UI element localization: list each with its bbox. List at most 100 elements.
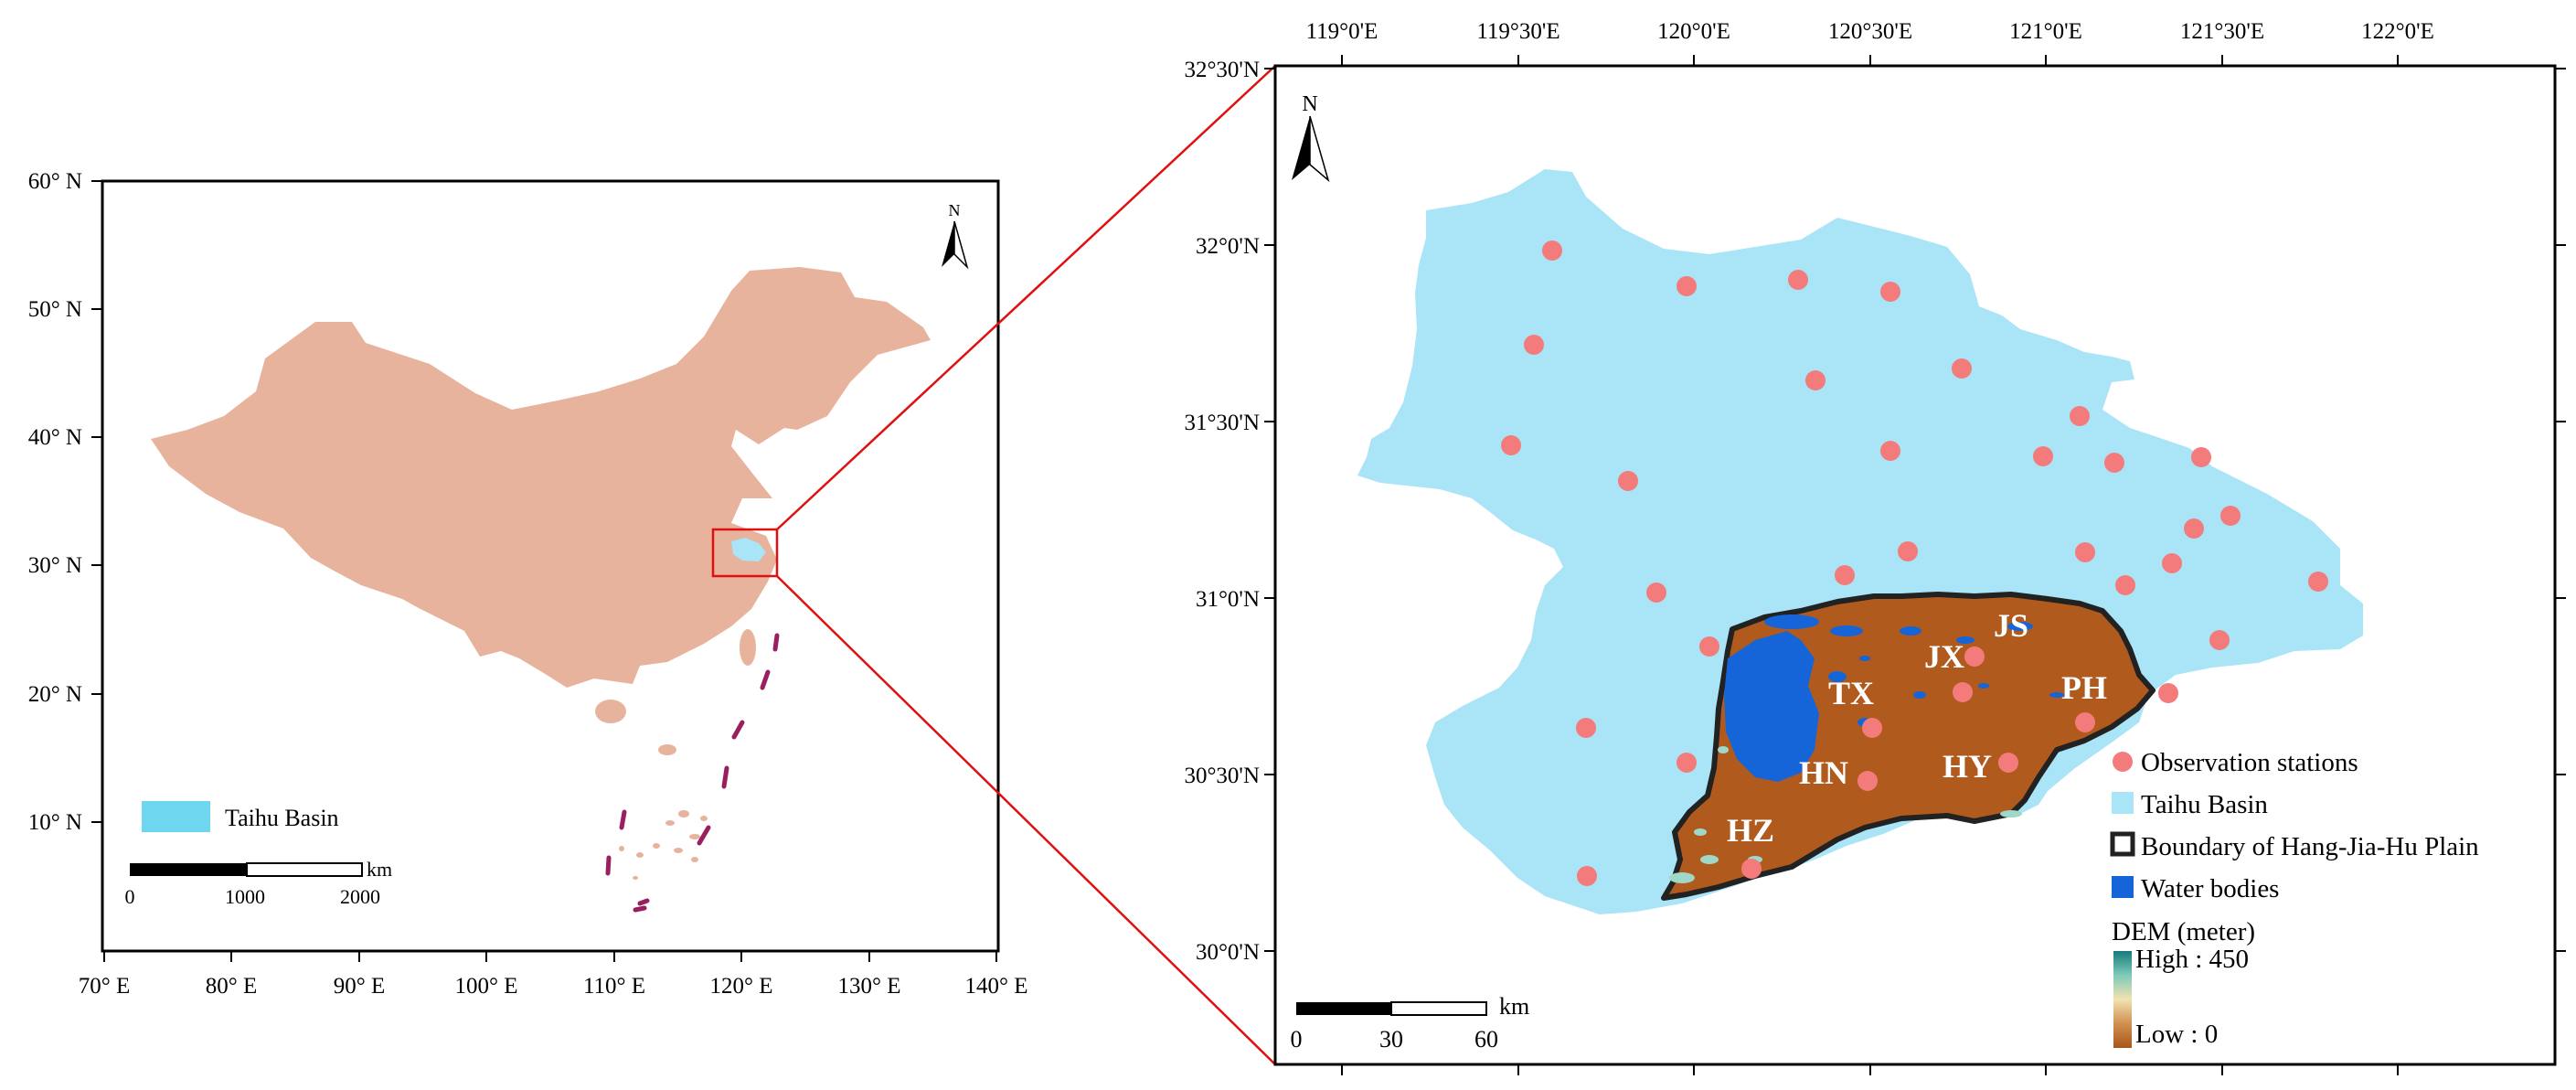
left-lon-axis: 70° E 80° E 90° E 100° E 110° E 120° E 1…	[79, 951, 1028, 999]
station-marker	[1576, 718, 1596, 738]
left-scalebar-label: 1000	[225, 885, 265, 908]
hainan-island	[595, 700, 626, 723]
observation-stations	[1501, 240, 2328, 886]
station-marker	[2070, 406, 2090, 426]
station-marker	[1646, 582, 1666, 603]
station-marker	[2115, 575, 2135, 595]
lon-tick-label: 110° E	[583, 974, 645, 999]
station-marker	[2191, 447, 2211, 467]
china-landmass	[151, 267, 931, 688]
station-marker	[1953, 682, 1973, 702]
station-marker	[1880, 441, 1900, 461]
station-marker	[1677, 753, 1697, 773]
lat-tick-label: 32°0'N	[1196, 234, 1260, 259]
right-lon-axis-bottom	[1341, 1064, 2399, 1075]
right-legend: Observation stations Taihu Basin Boundar…	[2110, 748, 2479, 1049]
station-marker	[1788, 270, 1808, 290]
station-marker	[2104, 453, 2124, 473]
legend-label-basin: Taihu Basin	[2141, 790, 2268, 819]
station-marker	[1998, 753, 2018, 773]
station-marker	[1741, 859, 1762, 879]
right-scalebar-label: 0	[1291, 1026, 1303, 1053]
lon-tick-label: 121°30'E	[2180, 19, 2264, 44]
legend-swatch-taihu	[142, 801, 210, 832]
lat-tick-label: 50° N	[28, 297, 82, 322]
lon-tick-label: 80° E	[206, 974, 258, 999]
region-label-js: JS	[1994, 607, 2028, 644]
station-marker	[1880, 282, 1900, 302]
right-scalebar-unit: km	[1499, 993, 1529, 1020]
station-marker	[1857, 771, 1878, 791]
right-scalebar-label: 30	[1379, 1026, 1403, 1053]
legend-dem-high: High : 450	[2135, 945, 2249, 974]
left-scalebar-unit: km	[367, 858, 392, 881]
station-marker	[1835, 565, 1855, 585]
lon-tick-label: 140° E	[964, 974, 1027, 999]
lon-tick-label: 121°0'E	[2009, 19, 2082, 44]
station-marker	[1524, 335, 1544, 355]
legend-label-boundary: Boundary of Hang-Jia-Hu Plain	[2141, 832, 2479, 861]
taihu-basin-small	[731, 538, 766, 561]
lon-tick-label: 90° E	[334, 974, 386, 999]
lon-tick-label: 120° E	[709, 974, 772, 999]
legend-station-icon	[2113, 752, 2133, 772]
lat-tick-label: 31°0'N	[1196, 587, 1260, 612]
legend-swatch-basin	[2112, 792, 2134, 814]
legend-swatch-boundary	[2110, 831, 2135, 857]
lat-tick-label: 30°30'N	[1184, 764, 1260, 788]
left-scalebar-label: 0	[125, 885, 135, 908]
station-marker	[2075, 542, 2095, 562]
legend-label-stations: Observation stations	[2141, 748, 2358, 777]
station-marker	[1964, 647, 1985, 667]
station-marker	[2075, 712, 2095, 732]
station-marker	[2033, 446, 2053, 466]
nine-dash-line	[605, 633, 780, 913]
region-label-tx: TX	[1828, 675, 1874, 711]
lon-tick-label: 122°0'E	[2361, 19, 2434, 44]
left-lat-axis: 60° N 50° N 40° N 30° N 20° N 10° N	[28, 169, 102, 835]
legend-dem-colorbar	[2113, 951, 2132, 1048]
lat-tick-label: 10° N	[28, 810, 82, 835]
lon-tick-label: 120°0'E	[1657, 19, 1730, 44]
legend-label-water: Water bodies	[2141, 874, 2279, 903]
station-marker	[2220, 506, 2241, 526]
north-arrow-icon: N	[1292, 92, 1330, 183]
lat-tick-label: 40° N	[28, 425, 82, 450]
station-marker	[2162, 553, 2182, 573]
legend-dem-title: DEM (meter)	[2112, 917, 2255, 946]
lon-tick-label: 120°30'E	[1828, 19, 1912, 44]
legend-dem-low: Low : 0	[2135, 1020, 2218, 1049]
region-labels: JS JX TX PH HN HY HZ	[1727, 607, 2107, 849]
station-marker	[1699, 636, 1719, 657]
right-scalebar: km 0 30 60	[1291, 993, 1530, 1053]
station-marker	[2184, 518, 2204, 539]
region-label-jx: JX	[1924, 638, 1964, 675]
lat-tick-label: 30°0'N	[1196, 940, 1260, 965]
station-marker	[1898, 541, 1918, 561]
station-marker	[1542, 240, 1562, 261]
right-lat-axis: 32°30'N 32°0'N 31°30'N 31°0'N 30°30'N 30…	[1184, 58, 2566, 965]
zoom-box	[711, 528, 779, 578]
right-lon-axis-top: 119°0'E 119°30'E 120°0'E 120°30'E 121°0'…	[1306, 19, 2434, 66]
left-scalebar-label: 2000	[340, 885, 380, 908]
lat-tick-label: 30° N	[28, 553, 82, 578]
region-label-hz: HZ	[1727, 812, 1774, 849]
legend-label-taihu: Taihu Basin	[225, 805, 339, 831]
lon-tick-label: 70° E	[79, 974, 131, 999]
left-map: N Taihu Basin km 0 1000 2000 60° N 50° N…	[28, 169, 1028, 999]
lat-tick-label: 60° N	[28, 169, 82, 194]
right-map: JS JX TX PH HN HY HZ	[1184, 19, 2566, 1075]
lat-tick-label: 31°30'N	[1184, 411, 1260, 435]
region-label-hn: HN	[1799, 754, 1848, 791]
legend-swatch-water	[2112, 876, 2134, 898]
right-scalebar-label: 60	[1474, 1026, 1498, 1053]
station-marker	[1805, 370, 1826, 390]
station-marker	[1952, 358, 1972, 379]
station-marker	[1677, 276, 1697, 296]
left-scalebar: km 0 1000 2000	[125, 858, 393, 908]
station-marker	[1862, 718, 1882, 738]
lon-tick-label: 130° E	[837, 974, 900, 999]
station-marker	[2209, 630, 2230, 650]
station-marker	[1501, 435, 1521, 455]
